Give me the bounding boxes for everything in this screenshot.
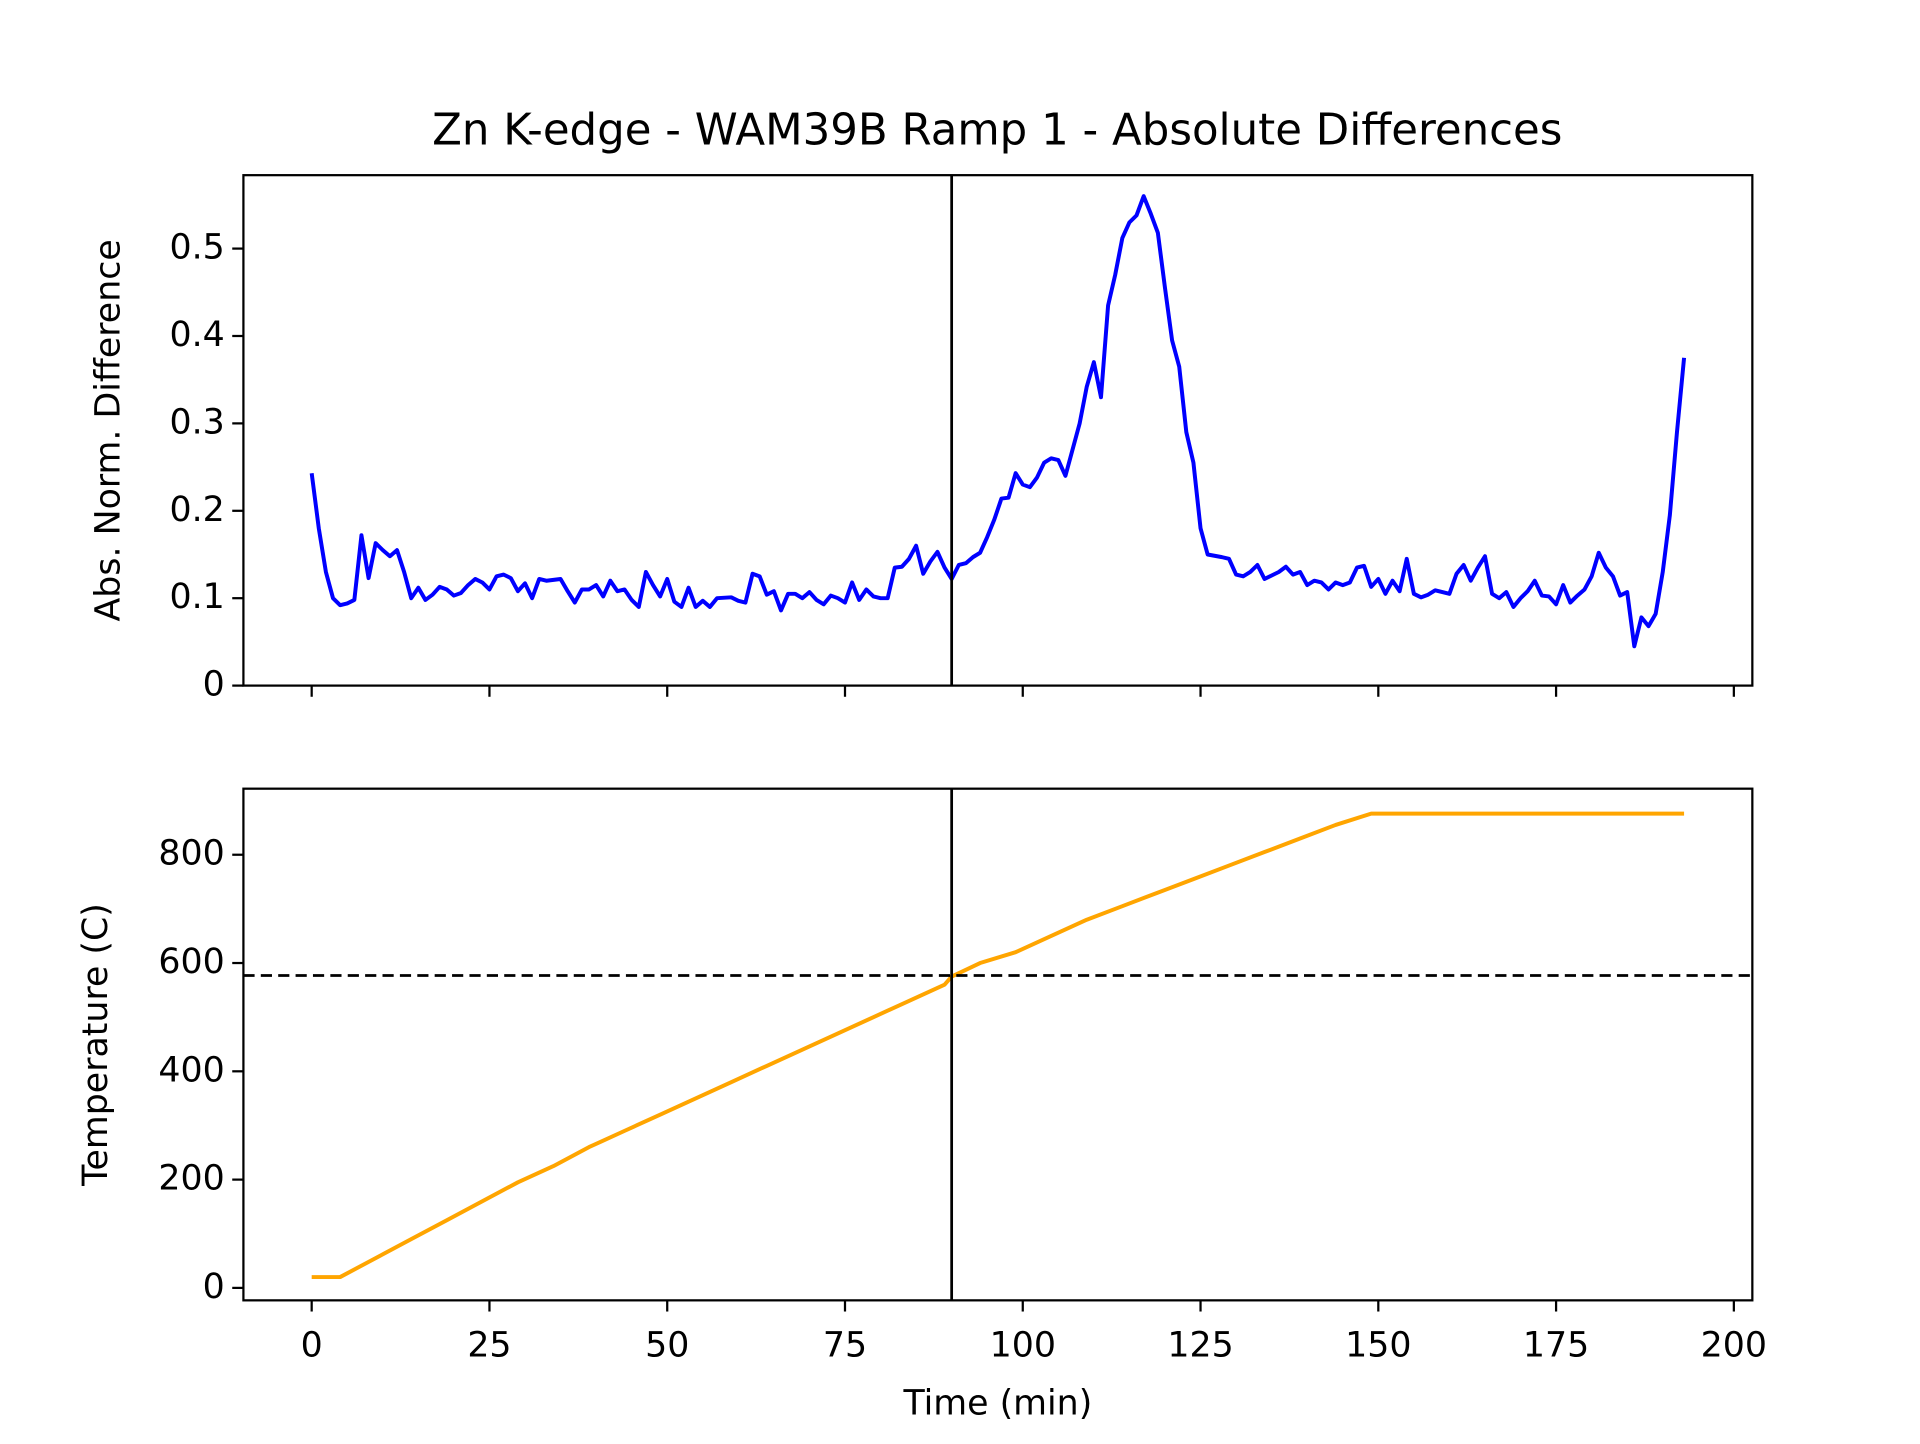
x-tick-label: 75 xyxy=(823,1325,867,1365)
x-tick-label: 200 xyxy=(1701,1325,1767,1365)
y-axis-label: Temperature (C) xyxy=(76,903,116,1187)
plot-frame xyxy=(242,787,1754,1302)
y-tick-label: 0 xyxy=(203,665,225,705)
x-tick-label: 100 xyxy=(990,1325,1056,1365)
x-tick-label: 175 xyxy=(1523,1325,1589,1365)
x-tick-label: 125 xyxy=(1167,1325,1233,1365)
x-axis-label: Time (min) xyxy=(902,1384,1092,1424)
y-tick-label: 0.5 xyxy=(169,228,224,268)
y-tick-label: 0 xyxy=(203,1267,225,1307)
x-tick-label: 0 xyxy=(301,1325,323,1365)
x-tick-label: 50 xyxy=(645,1325,689,1365)
y-tick-label: 0.1 xyxy=(169,577,224,617)
x-tick-label: 150 xyxy=(1345,1325,1411,1365)
y-tick-label: 0.4 xyxy=(169,315,224,355)
y-tick-label: 200 xyxy=(158,1159,224,1199)
y-tick-label: 0.2 xyxy=(169,490,224,530)
y-tick-label: 400 xyxy=(158,1050,224,1090)
y-tick-label: 600 xyxy=(158,942,224,982)
y-tick-label: 0.3 xyxy=(169,402,224,442)
y-axis-label: Abs. Norm. Difference xyxy=(88,239,128,621)
x-tick-label: 25 xyxy=(467,1325,511,1365)
data-line xyxy=(309,194,1687,649)
data-line xyxy=(311,811,1685,1280)
chart-title: Zn K-edge - WAM39B Ramp 1 - Absolute Dif… xyxy=(432,105,1562,155)
plot-frame xyxy=(242,174,1754,687)
y-tick-label: 800 xyxy=(158,834,224,874)
